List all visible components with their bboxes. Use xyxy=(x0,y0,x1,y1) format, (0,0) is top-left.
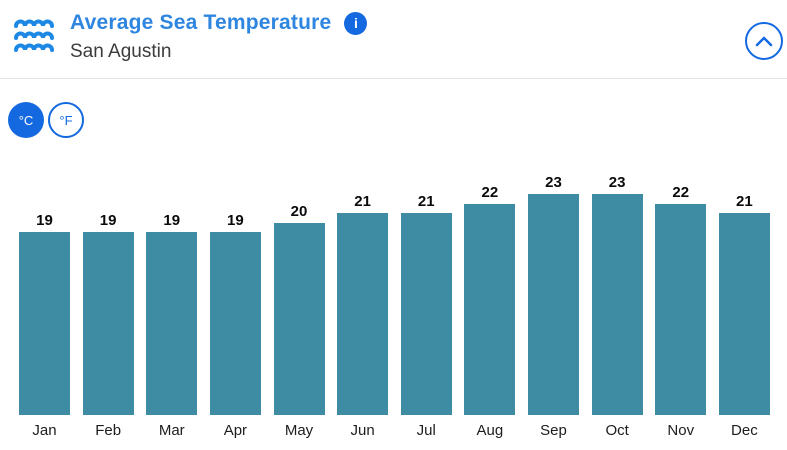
page-title: Average Sea Temperature xyxy=(70,11,332,34)
bar-column: 22 Nov xyxy=(655,184,707,440)
chevron-up-icon xyxy=(755,35,773,47)
bar-column: 19 Jan xyxy=(19,213,70,440)
bar-column: 19 Feb xyxy=(82,212,134,440)
bar xyxy=(209,232,261,415)
bar-value-label: 23 xyxy=(545,174,562,191)
bar-value-label: 21 xyxy=(736,193,753,210)
bar xyxy=(273,223,325,415)
bar-column: 19 Apr xyxy=(209,212,261,440)
location-subtitle: San Agustin xyxy=(70,41,172,62)
header-divider xyxy=(0,78,787,79)
header: Average Sea Temperature i xyxy=(70,11,368,35)
month-label: May xyxy=(284,422,314,439)
bar-value-label: 21 xyxy=(417,193,435,210)
month-label: Oct xyxy=(605,422,629,439)
bar-value-label: 19 xyxy=(227,212,244,229)
bar xyxy=(591,194,643,415)
bar-value-label: 20 xyxy=(290,203,308,220)
bar-column: 19 Mar xyxy=(146,212,198,440)
month-label: Apr xyxy=(223,422,248,439)
bar-column: 23 Oct xyxy=(591,174,643,440)
month-label: Jan xyxy=(32,422,57,439)
celsius-button[interactable]: °C xyxy=(8,102,44,138)
bar xyxy=(464,204,516,415)
bar xyxy=(655,204,707,415)
bar xyxy=(718,213,770,415)
bar-value-label: 19 xyxy=(163,212,181,229)
bar-column: 22 Aug xyxy=(464,184,516,440)
bar-value-label: 19 xyxy=(36,212,53,229)
month-label: Dec xyxy=(731,422,758,439)
bar-column: 21 Jul xyxy=(400,193,452,440)
bar-value-label: 22 xyxy=(672,184,690,201)
waves-icon xyxy=(13,16,57,63)
info-icon[interactable]: i xyxy=(344,11,368,35)
bar xyxy=(337,213,389,415)
month-label: Jun xyxy=(350,422,375,439)
bar xyxy=(19,232,70,415)
month-label: Jul xyxy=(416,422,436,439)
bar-column: 20 May xyxy=(273,203,325,440)
bar xyxy=(146,232,198,415)
bar xyxy=(400,213,452,415)
collapse-button[interactable] xyxy=(745,22,783,60)
fahrenheit-button[interactable]: °F xyxy=(48,102,84,138)
bar-column: 23 Sep xyxy=(528,175,579,440)
bar-value-label: 19 xyxy=(99,212,117,229)
bar xyxy=(82,232,134,415)
bar-value-label: 22 xyxy=(481,184,499,201)
bar-value-label: 23 xyxy=(608,174,626,191)
month-label: Nov xyxy=(667,422,695,439)
bar xyxy=(528,194,579,415)
unit-toggle: °C °F xyxy=(8,102,84,138)
bar-column: 21 Dec xyxy=(718,193,770,440)
bar-value-label: 21 xyxy=(354,193,371,210)
bar-column: 21 Jun xyxy=(337,193,389,440)
month-label: Sep xyxy=(540,422,567,439)
month-label: Feb xyxy=(95,422,122,439)
month-label: Aug xyxy=(476,422,504,439)
month-label: Mar xyxy=(158,422,185,439)
bar-chart: 19 Jan 19 Feb 19 Mar 19 Apr 20 May 21 Jun 21 Jul 22 Aug… xyxy=(19,170,770,440)
